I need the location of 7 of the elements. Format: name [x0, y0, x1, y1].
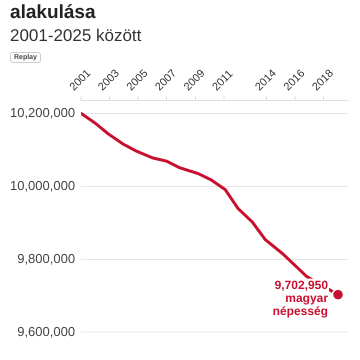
y-tick-label: 9,600,000: [17, 324, 76, 339]
chart-title: alakulása: [10, 2, 97, 24]
y-tick-label: 10,000,000: [10, 178, 76, 193]
y-tick-label: 9,800,000: [17, 250, 76, 266]
y-tick-label: 10,200,000: [10, 104, 76, 120]
annotation: 9,702,950 magyar népesség: [272, 278, 328, 318]
chart-subtitle: 2001-2025 között: [10, 26, 142, 46]
